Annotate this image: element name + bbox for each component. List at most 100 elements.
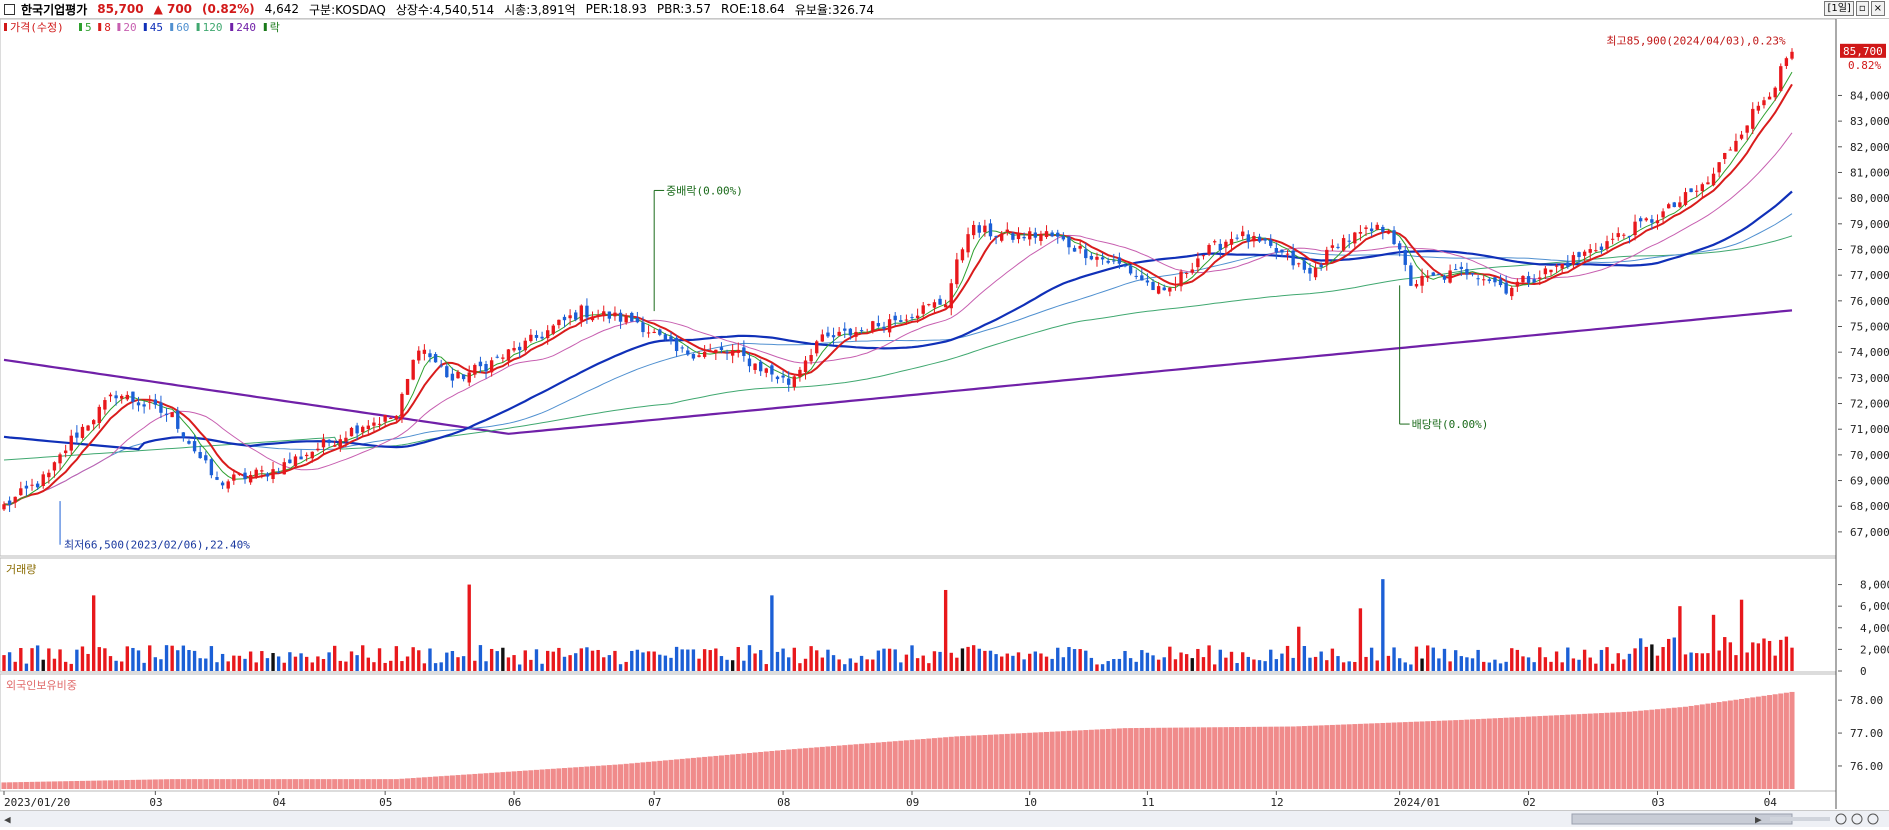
zoom-out-icon[interactable] [1835,813,1847,825]
zoom-in-icon[interactable] [1867,813,1879,825]
volume-bar [1128,658,1133,671]
candle-body [1325,249,1329,264]
candle-body [1425,275,1430,278]
foreign-bar [926,738,932,789]
foreign-bar [584,766,590,789]
candle-body [91,420,96,425]
zoom-reset-icon[interactable] [1851,813,1863,825]
volume-bar [1577,659,1581,671]
candle-body [1386,231,1391,234]
zoom-slider[interactable] [1770,817,1830,821]
candle-body [1689,188,1693,193]
candle-body [887,319,892,333]
volume-bar [1493,659,1497,671]
volume-bar [260,651,264,671]
foreign-bar [1324,725,1330,789]
foreign-bar [29,781,35,789]
foreign-bar [214,779,220,789]
scroll-left-icon[interactable]: ◀ [4,813,11,826]
foreign-bar [937,737,943,789]
market-cap: 시총:3,891억 [504,2,576,17]
foreign-bar [259,779,265,789]
ma120-line [3,235,1793,461]
close-icon[interactable]: × [1870,1,1885,16]
price-panel[interactable] [0,19,1837,557]
candle-body [411,359,415,380]
volume-bar [523,650,527,671]
candle-body [467,372,471,383]
volume-bar [1790,647,1794,671]
period-button[interactable]: [1일] [1824,1,1854,16]
candle-body [1061,236,1066,240]
scroll-right-icon[interactable]: ▶ [1755,813,1762,826]
foreign-bar [1279,726,1285,789]
foreign-bar [802,748,809,789]
stock-chart[interactable]: 67,000 68,000 69,000 70,000 71,000 72,000 73,0… [0,19,1889,809]
candle-body [988,223,993,237]
volume-panel[interactable] [0,557,1837,673]
foreign-bar [550,768,556,789]
volume-bar [69,663,73,671]
candle-body [142,404,146,407]
candle-body [1706,182,1710,185]
foreign-bar [999,734,1005,789]
candle-body [568,315,572,319]
volume-bar [198,658,202,671]
foreign-bar [528,770,534,789]
volume-bar [1504,661,1508,671]
volume-bar [456,657,460,671]
candle-body [910,317,914,319]
price-axis-label: 83,000 [1850,115,1889,128]
volume-bar [1067,647,1071,671]
candle-body [1487,279,1492,282]
foreign-bar [1699,704,1705,789]
foreign-bar [365,779,371,789]
foreign-bar [236,779,242,789]
foreign-bar [1767,695,1773,789]
foreign-bar [1514,717,1520,789]
foreign-bar [976,735,982,789]
foreign-bar [539,769,545,789]
volume-bar [843,664,847,671]
volume-bar [1717,650,1721,671]
volume-bar [736,646,740,671]
volume-bar [1235,663,1239,671]
foreign-bar [1587,713,1593,789]
volume-bar [1246,656,1250,671]
foreign-bar [690,757,696,789]
volume-bar [551,651,555,671]
candle-body [1375,224,1379,230]
volume-bar [1734,655,1738,671]
legend-swatch [98,23,102,31]
candle-body [1100,257,1105,260]
volume-bar [1672,637,1676,671]
stock-name[interactable]: 한국기업평가 [21,2,88,17]
candle-body [473,364,477,375]
volume-bar [209,646,214,671]
volume-bar [1745,652,1749,671]
foreign-bar [248,779,254,789]
volume-bar [1269,649,1273,671]
foreign-bar [264,779,270,789]
volume-bar [871,659,875,671]
volume-bar [1039,653,1043,671]
volume-bar [439,662,443,671]
volume-bar [467,584,471,671]
volume-bar [820,657,825,671]
foreign-bar [51,781,57,789]
foreign-bar [96,780,102,789]
candle-body [747,358,752,367]
scroll-bar[interactable]: ◀ ▶ [0,810,1889,827]
candle-body [198,451,202,459]
volume-bar [327,652,331,671]
price-axis-label: 81,000 [1850,166,1889,179]
volume-bar [607,655,612,671]
checkbox-icon[interactable] [4,3,15,15]
candle-body [41,474,45,487]
foreign-bar [1128,728,1134,789]
maximize-icon[interactable]: ▫ [1855,1,1869,16]
candle-body [1274,248,1279,253]
price-axis-label: 75,000 [1850,321,1889,334]
foreign-bar [1122,728,1128,789]
volume-bar [377,648,382,671]
